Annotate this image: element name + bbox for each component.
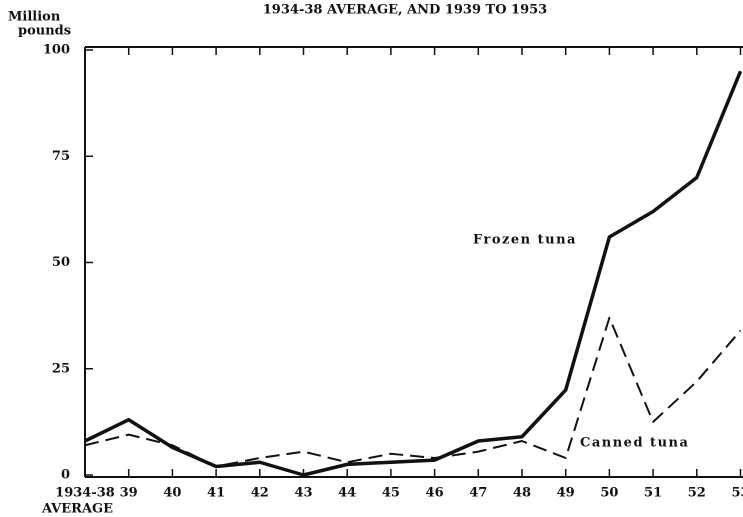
x-tick-label: 1934-38 xyxy=(55,486,115,501)
x-tick-label: 49 xyxy=(557,486,575,501)
x-tick-label: 44 xyxy=(338,486,356,501)
x-tick-label: 40 xyxy=(163,486,181,501)
chart-title: 1934-38 AVERAGE, AND 1939 TO 1953 xyxy=(263,3,547,18)
x-tick-label: 53 xyxy=(731,486,743,501)
line-series xyxy=(84,316,742,468)
x-sublabel: AVERAGE xyxy=(41,502,113,517)
y-tick-label: 0 xyxy=(61,468,70,483)
y-tick-label: 75 xyxy=(52,149,70,164)
line-series xyxy=(84,70,743,477)
x-tick-label: 39 xyxy=(120,486,138,501)
x-tick-label: 51 xyxy=(644,486,662,501)
y-tick-label: 25 xyxy=(52,361,70,376)
y-axis-label: Million xyxy=(8,10,61,25)
series-annotation: Frozen tuna xyxy=(473,233,577,248)
x-tick-label: 50 xyxy=(600,486,618,501)
y-tick-label: 100 xyxy=(43,43,70,58)
x-tick-label: 45 xyxy=(382,486,400,501)
x-tick-label: 41 xyxy=(207,486,225,501)
x-tick-label: 42 xyxy=(251,486,269,501)
x-tick-label: 52 xyxy=(688,486,706,501)
y-tick-label: 50 xyxy=(52,255,70,270)
series-annotation: Canned tuna xyxy=(580,436,689,451)
x-tick-label: 43 xyxy=(294,486,312,501)
x-tick-label: 48 xyxy=(513,486,531,501)
x-tick-label: 47 xyxy=(469,486,487,501)
x-tick-label: 46 xyxy=(426,486,444,501)
y-axis-label: pounds xyxy=(18,24,71,39)
